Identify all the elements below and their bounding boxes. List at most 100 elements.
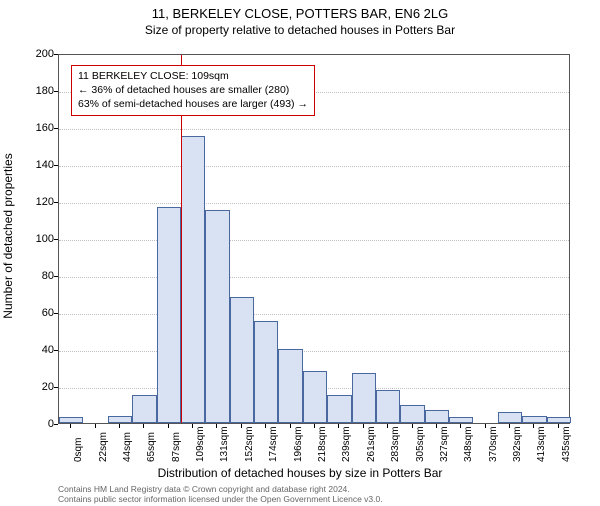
xtick-mark [436, 424, 437, 428]
xtick-mark [119, 424, 120, 428]
footer-line1: Contains HM Land Registry data © Crown c… [58, 484, 570, 494]
ytick-label: 180 [14, 85, 54, 97]
chart-title-sub: Size of property relative to detached ho… [0, 23, 600, 37]
ytick-label: 160 [14, 122, 54, 134]
xtick-mark [412, 424, 413, 428]
ytick-label: 60 [14, 307, 54, 319]
histogram-bar [327, 395, 351, 423]
xtick-mark [95, 424, 96, 428]
xtick-label: 174sqm [268, 426, 279, 462]
histogram-bar [181, 136, 205, 423]
ytick-mark [54, 350, 58, 351]
xtick-label: 0sqm [73, 438, 84, 462]
xtick-label: 348sqm [463, 426, 474, 462]
xtick-mark [460, 424, 461, 428]
annotation-line1: 11 BERKELEY CLOSE: 109sqm [78, 69, 308, 83]
histogram-bar [205, 210, 229, 423]
xtick-label: 327sqm [439, 426, 450, 462]
ytick-mark [54, 91, 58, 92]
xtick-label: 87sqm [171, 432, 182, 462]
xtick-mark [290, 424, 291, 428]
ytick-label: 0 [14, 418, 54, 430]
histogram-bar [108, 416, 132, 423]
histogram-bar [400, 405, 424, 424]
ytick-label: 140 [14, 159, 54, 171]
ytick-label: 100 [14, 233, 54, 245]
xtick-mark [216, 424, 217, 428]
footer-line2: Contains public sector information licen… [58, 494, 570, 504]
xtick-label: 392sqm [512, 426, 523, 462]
ytick-mark [54, 276, 58, 277]
ytick-mark [54, 54, 58, 55]
xtick-label: 435sqm [561, 426, 572, 462]
ytick-label: 80 [14, 270, 54, 282]
footer-attribution: Contains HM Land Registry data © Crown c… [58, 484, 570, 504]
xtick-label: 261sqm [366, 426, 377, 462]
gridline [59, 277, 569, 278]
histogram-bar [157, 207, 181, 423]
ytick-label: 20 [14, 381, 54, 393]
ytick-mark [54, 239, 58, 240]
xtick-mark [533, 424, 534, 428]
xtick-mark [509, 424, 510, 428]
xtick-label: 239sqm [341, 426, 352, 462]
xtick-label: 413sqm [536, 426, 547, 462]
xtick-label: 65sqm [146, 432, 157, 462]
xtick-label: 44sqm [122, 432, 133, 462]
gridline [59, 314, 569, 315]
gridline [59, 129, 569, 130]
ytick-label: 200 [14, 48, 54, 60]
xtick-label: 305sqm [415, 426, 426, 462]
ytick-mark [54, 128, 58, 129]
gridline [59, 240, 569, 241]
xtick-label: 370sqm [488, 426, 499, 462]
annotation-line3: 63% of semi-detached houses are larger (… [78, 97, 308, 111]
histogram-bar [59, 417, 83, 423]
histogram-bar [547, 417, 571, 423]
xtick-mark [192, 424, 193, 428]
xtick-label: 152sqm [244, 426, 255, 462]
histogram-bar [449, 417, 473, 423]
x-axis-label: Distribution of detached houses by size … [0, 466, 600, 480]
histogram-bar [352, 373, 376, 423]
xtick-label: 22sqm [98, 432, 109, 462]
ytick-label: 40 [14, 344, 54, 356]
xtick-mark [70, 424, 71, 428]
ytick-mark [54, 202, 58, 203]
ytick-mark [54, 387, 58, 388]
histogram-bar [425, 410, 449, 423]
histogram-bar [132, 395, 156, 423]
gridline [59, 203, 569, 204]
histogram-bar [376, 390, 400, 423]
xtick-label: 196sqm [293, 426, 304, 462]
xtick-label: 283sqm [390, 426, 401, 462]
xtick-mark [265, 424, 266, 428]
xtick-mark [387, 424, 388, 428]
ytick-mark [54, 313, 58, 314]
xtick-mark [143, 424, 144, 428]
ytick-mark [54, 165, 58, 166]
xtick-mark [485, 424, 486, 428]
gridline [59, 351, 569, 352]
xtick-mark [241, 424, 242, 428]
ytick-label: 120 [14, 196, 54, 208]
chart-title-main: 11, BERKELEY CLOSE, POTTERS BAR, EN6 2LG [0, 6, 600, 21]
xtick-label: 131sqm [219, 426, 230, 462]
annotation-line2: ← 36% of detached houses are smaller (28… [78, 83, 308, 97]
histogram-bar [522, 416, 546, 423]
chart-plot-area: 11 BERKELEY CLOSE: 109sqm ← 36% of detac… [58, 54, 570, 424]
xtick-mark [168, 424, 169, 428]
histogram-bar [303, 371, 327, 423]
histogram-bar [278, 349, 302, 423]
ytick-mark [54, 424, 58, 425]
xtick-mark [314, 424, 315, 428]
xtick-mark [558, 424, 559, 428]
xtick-mark [363, 424, 364, 428]
xtick-mark [338, 424, 339, 428]
marker-annotation-box: 11 BERKELEY CLOSE: 109sqm ← 36% of detac… [71, 65, 315, 116]
histogram-bar [230, 297, 254, 423]
xtick-label: 218sqm [317, 426, 328, 462]
y-axis-label: Number of detached properties [1, 153, 15, 318]
xtick-label: 109sqm [195, 426, 206, 462]
histogram-bar [498, 412, 522, 423]
